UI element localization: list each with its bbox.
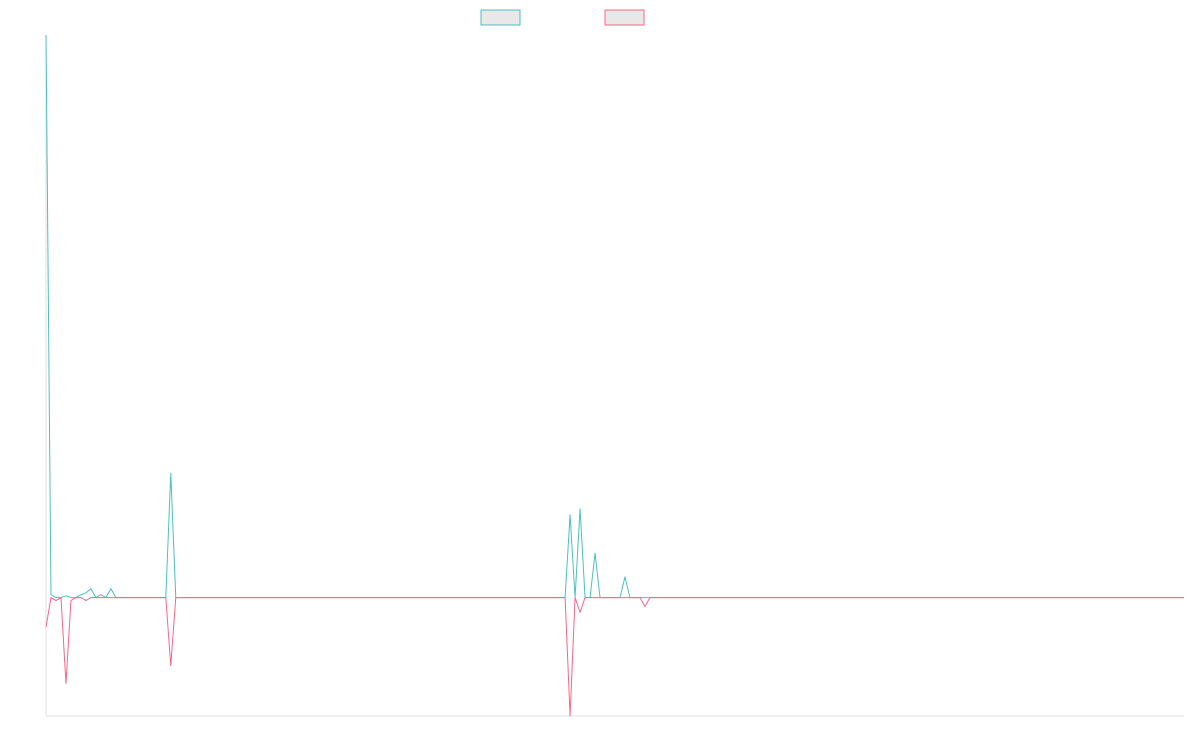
- legend-swatch-1[interactable]: [480, 9, 521, 26]
- chart-legend[interactable]: [480, 9, 645, 26]
- series-line-2: [45, 597, 1184, 717]
- legend-swatch-2[interactable]: [604, 9, 645, 26]
- series-layer: [45, 34, 1184, 717]
- series-line-1: [45, 34, 1184, 599]
